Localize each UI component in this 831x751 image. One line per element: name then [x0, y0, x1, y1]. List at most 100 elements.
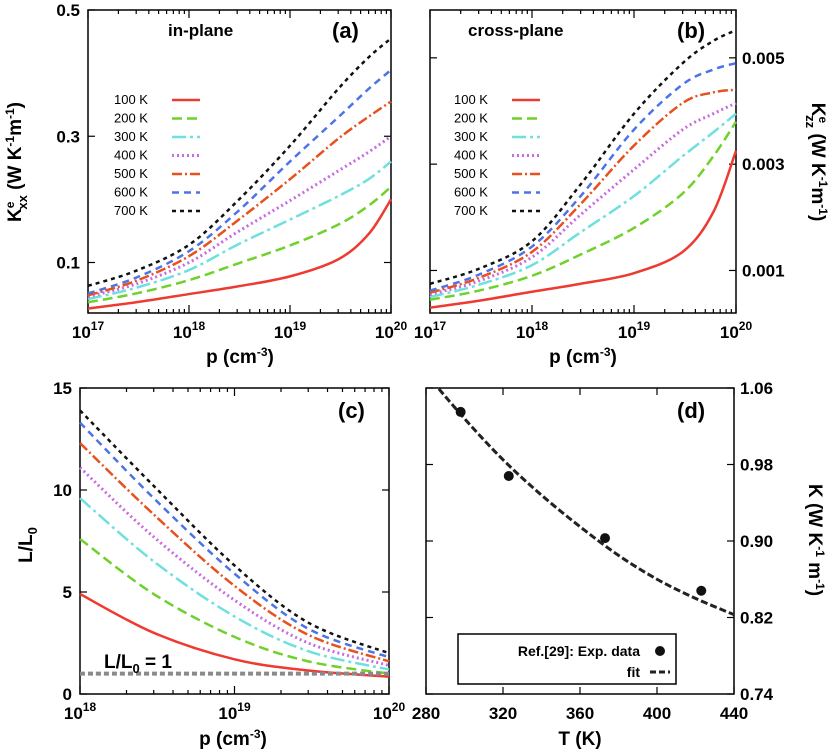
panel-a-series-100-k	[87, 198, 393, 310]
panel-c: (c) 1018 1019 1020 0 5 10 15 L/L0 = 1 p (cm-3)…	[16, 379, 405, 750]
panel-c-series-200-k	[79, 537, 390, 675]
panel-d-ytick-label: 1.06	[740, 379, 773, 398]
panel-b-legend-label: 200 K	[454, 111, 488, 126]
panel-d-label: (d)	[677, 398, 705, 423]
panel-a-legend-label: 300 K	[114, 129, 148, 144]
panel-c-frame	[79, 387, 390, 695]
panel-a-xtick-label: 1019	[274, 319, 307, 342]
panel-d-exp-point	[600, 533, 611, 544]
panel-a-xtick-label: 1020	[375, 319, 408, 342]
panel-a-series-400-k	[87, 135, 392, 299]
panel-d-xtick-label: 360	[566, 704, 594, 723]
panel-b-ytick-label: 0.005	[742, 49, 785, 68]
panel-d-xtick-label: 280	[412, 704, 440, 723]
panel-b-legend-label: 600 K	[454, 185, 488, 200]
legend-exp-label: Ref.[29]: Exp. data	[518, 643, 640, 659]
panel-b-legend-label: 100 K	[454, 92, 488, 107]
panel-d-legend-box	[457, 633, 677, 685]
legend-fit-label: fit	[627, 664, 641, 680]
panel-c-ytick-label: 5	[63, 583, 72, 602]
legend-exp-marker	[655, 646, 665, 656]
panel-d-ytick-label: 0.98	[740, 456, 773, 475]
panel-d-exp-point	[503, 470, 514, 481]
panel-b-series-300-k	[429, 112, 737, 299]
panel-c-ylabel: L/L0	[16, 527, 40, 563]
panel-d-lines	[436, 388, 734, 617]
panel-a-xlabel: p (cm-3)	[206, 345, 274, 368]
panel-a: (a) in-plane 1017 1018 1019 1020 0.1 0.3 0.5 1…	[3, 1, 407, 368]
panel-b-ylabel: Kezz (W K-1m-1)	[803, 103, 830, 222]
panel-b-series-700-k	[429, 29, 737, 285]
panel-c-series-600-k	[79, 421, 390, 659]
panel-a-ytick-label: 0.5	[56, 1, 80, 20]
panel-b-frame	[429, 9, 737, 314]
panel-a-ticks: 1017 1018 1019 1020 0.1 0.3 0.5	[56, 1, 407, 342]
panel-a-lines	[87, 37, 393, 310]
panel-b-series-600-k	[429, 61, 737, 292]
panel-c-lines	[78, 409, 390, 678]
panel-a-title: in-plane	[168, 21, 233, 40]
panel-a-ytick-label: 0.1	[56, 254, 80, 273]
panel-b-ytick-label: 0.003	[742, 155, 785, 174]
panel-d-ytick-label: 0.82	[740, 609, 773, 628]
panel-a-label: (a)	[332, 18, 359, 43]
panel-c-annotation: L/L0 = 1	[104, 652, 172, 676]
panel-b-legend-label: 300 K	[454, 129, 488, 144]
panel-b-xtick-label: 1018	[516, 319, 549, 342]
panel-a-ytick-label: 0.3	[56, 127, 80, 146]
panel-c-ytick-label: 15	[53, 379, 72, 398]
panel-b-lines	[429, 29, 738, 309]
panel-c-xlabel: p (cm-3)	[199, 727, 267, 750]
panel-d-xtick-label: 400	[643, 704, 671, 723]
panel-a-series-200-k	[87, 185, 392, 304]
panel-c-ytick-label: 0	[63, 685, 72, 704]
panel-d-xtick-label: 440	[720, 704, 748, 723]
panel-d-ytick-label: 0.74	[740, 685, 774, 704]
panel-d-legend: Ref.[29]: Exp. data fit	[457, 633, 677, 685]
panel-b-legend: 100 K 200 K 300 K 400 K 500 K 600 K 700 K	[454, 92, 540, 218]
panel-d-fit-line	[436, 388, 734, 617]
panel-a-series-700-k	[87, 37, 392, 288]
panel-b-legend-label: 500 K	[454, 166, 488, 181]
panel-d-xlabel: T (K)	[558, 729, 601, 750]
panel-b-legend-label: 400 K	[454, 148, 488, 163]
panel-a-xtick-label: 1017	[72, 319, 105, 342]
panel-b-series-500-k	[429, 88, 737, 294]
panel-b-xtick-label: 1017	[414, 319, 447, 342]
panel-a-series-500-k	[87, 100, 392, 297]
panel-c-xtick-label: 1018	[64, 700, 97, 723]
panel-a-ylabel: Kexx (W K-1m-1)	[3, 102, 30, 222]
panel-a-legend-label: 200 K	[114, 111, 148, 126]
panel-b-xlabel: p (cm-3)	[549, 345, 617, 368]
panel-d-xtick-label: 320	[489, 704, 517, 723]
panel-d: (d) 280 320 360 400 4400.740.820.900.981.06 …	[412, 379, 827, 750]
panel-a-legend-label: 400 K	[114, 148, 148, 163]
panel-c-series-300-k	[79, 497, 390, 671]
panel-b-ytick-label: 0.001	[742, 261, 785, 280]
panel-a-xtick-label: 1018	[173, 319, 206, 342]
panel-a-legend: 100 K 200 K 300 K 400 K 500 K 600 K 700 K	[114, 92, 200, 218]
panel-a-legend-label: 600 K	[114, 185, 148, 200]
panel-b-series-200-k	[429, 120, 738, 301]
panel-a-legend-label: 100 K	[114, 92, 148, 107]
panel-a-legend-label: 700 K	[114, 203, 148, 218]
panel-b-title: cross-plane	[468, 21, 563, 40]
panel-b-series-100-k	[429, 150, 738, 309]
panel-d-ytick-label: 0.90	[740, 532, 773, 551]
panel-d-exp-point	[455, 406, 466, 417]
panel-a-legend-label: 500 K	[114, 166, 148, 181]
panel-c-xtick-label: 1020	[373, 700, 406, 723]
panel-c-ticks: 1018 1019 1020 0 5 10 15	[53, 379, 405, 723]
panel-c-xtick-label: 1019	[218, 700, 251, 723]
panel-b-ticks: 1017 1018 1019 1020 0.001 0.003 0.005	[414, 10, 785, 342]
panel-d-exp-point	[696, 585, 707, 596]
panel-c-series-700-k	[79, 409, 390, 655]
panel-d-ylabel: K (W K-1 m-1)	[804, 484, 827, 596]
panel-b: (b) cross-plane 1017 1018 1019 1020 0.001 0.0…	[414, 9, 830, 368]
panel-b-xtick-label: 1019	[618, 319, 651, 342]
panel-b-legend-label: 700 K	[454, 203, 488, 218]
panel-b-xtick-label: 1020	[720, 319, 753, 342]
panel-c-label: (c)	[338, 398, 365, 423]
